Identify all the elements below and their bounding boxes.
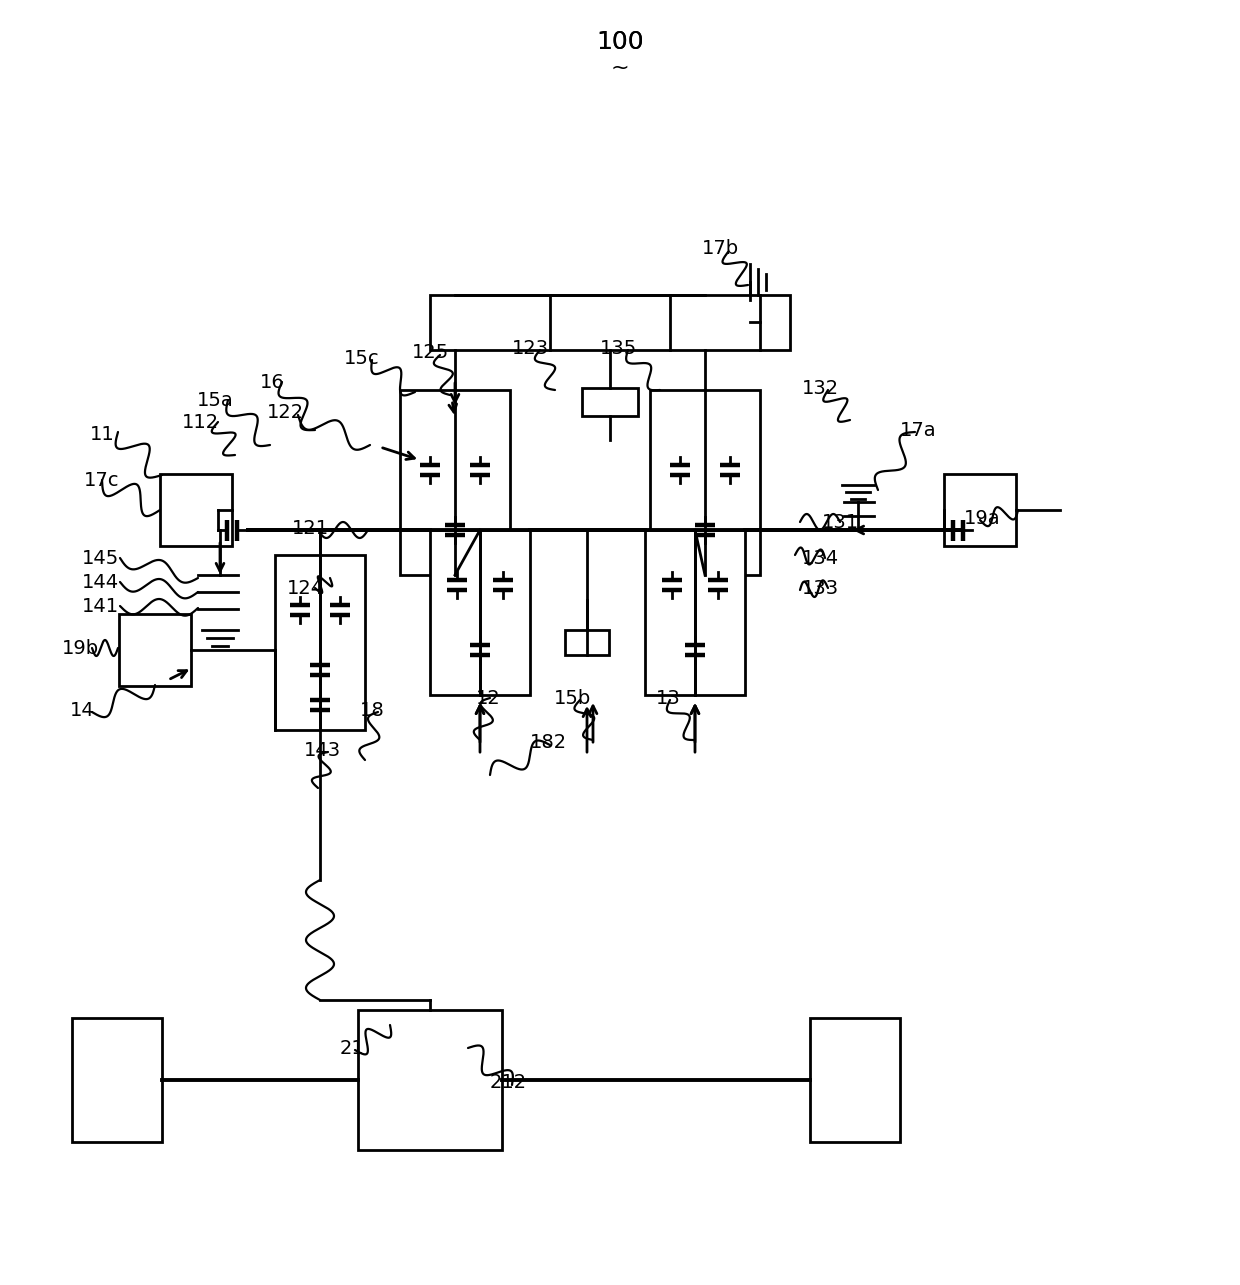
- Bar: [119, 614, 191, 686]
- Text: 135: 135: [599, 338, 636, 357]
- Text: 100: 100: [596, 30, 644, 54]
- Text: 125: 125: [412, 343, 449, 361]
- Text: 16: 16: [259, 373, 284, 392]
- Text: 21: 21: [340, 1038, 365, 1058]
- Text: 133: 133: [801, 578, 838, 598]
- Bar: [358, 1010, 502, 1150]
- Bar: [565, 630, 609, 655]
- Text: 17c: 17c: [84, 470, 120, 490]
- Text: 15a: 15a: [197, 391, 233, 410]
- Bar: [944, 474, 1016, 546]
- Text: 121: 121: [291, 519, 329, 537]
- Text: 143: 143: [304, 740, 341, 759]
- Text: 145: 145: [82, 549, 119, 568]
- Text: 19b: 19b: [62, 639, 98, 658]
- Bar: [582, 388, 639, 416]
- Text: 134: 134: [801, 549, 838, 568]
- Text: 144: 144: [82, 573, 119, 591]
- Text: 212: 212: [490, 1073, 527, 1091]
- Text: 14: 14: [69, 700, 94, 720]
- Text: 13: 13: [656, 689, 681, 708]
- Text: 19a: 19a: [963, 509, 1001, 528]
- Bar: [810, 1018, 900, 1142]
- Text: 18: 18: [360, 700, 384, 720]
- Text: 182: 182: [529, 732, 567, 752]
- Text: 124: 124: [286, 578, 324, 598]
- Bar: [430, 296, 790, 350]
- Bar: [160, 474, 232, 546]
- Bar: [275, 555, 365, 730]
- Bar: [430, 529, 529, 695]
- Text: 112: 112: [181, 412, 218, 432]
- Text: 132: 132: [801, 379, 838, 397]
- Text: 15b: 15b: [553, 689, 590, 708]
- Text: 17b: 17b: [702, 239, 739, 257]
- Text: 11: 11: [89, 425, 114, 445]
- Bar: [72, 1018, 162, 1142]
- Text: ~: ~: [610, 58, 630, 78]
- Bar: [650, 391, 760, 574]
- Text: 12: 12: [476, 689, 501, 708]
- Text: 122: 122: [267, 403, 304, 423]
- Text: 131: 131: [821, 513, 858, 532]
- Text: 100: 100: [596, 30, 644, 54]
- Bar: [645, 529, 745, 695]
- Bar: [401, 391, 510, 574]
- Text: 141: 141: [82, 596, 119, 616]
- Text: 17a: 17a: [900, 420, 936, 439]
- Text: 123: 123: [511, 338, 548, 357]
- Text: 15c: 15c: [345, 348, 379, 368]
